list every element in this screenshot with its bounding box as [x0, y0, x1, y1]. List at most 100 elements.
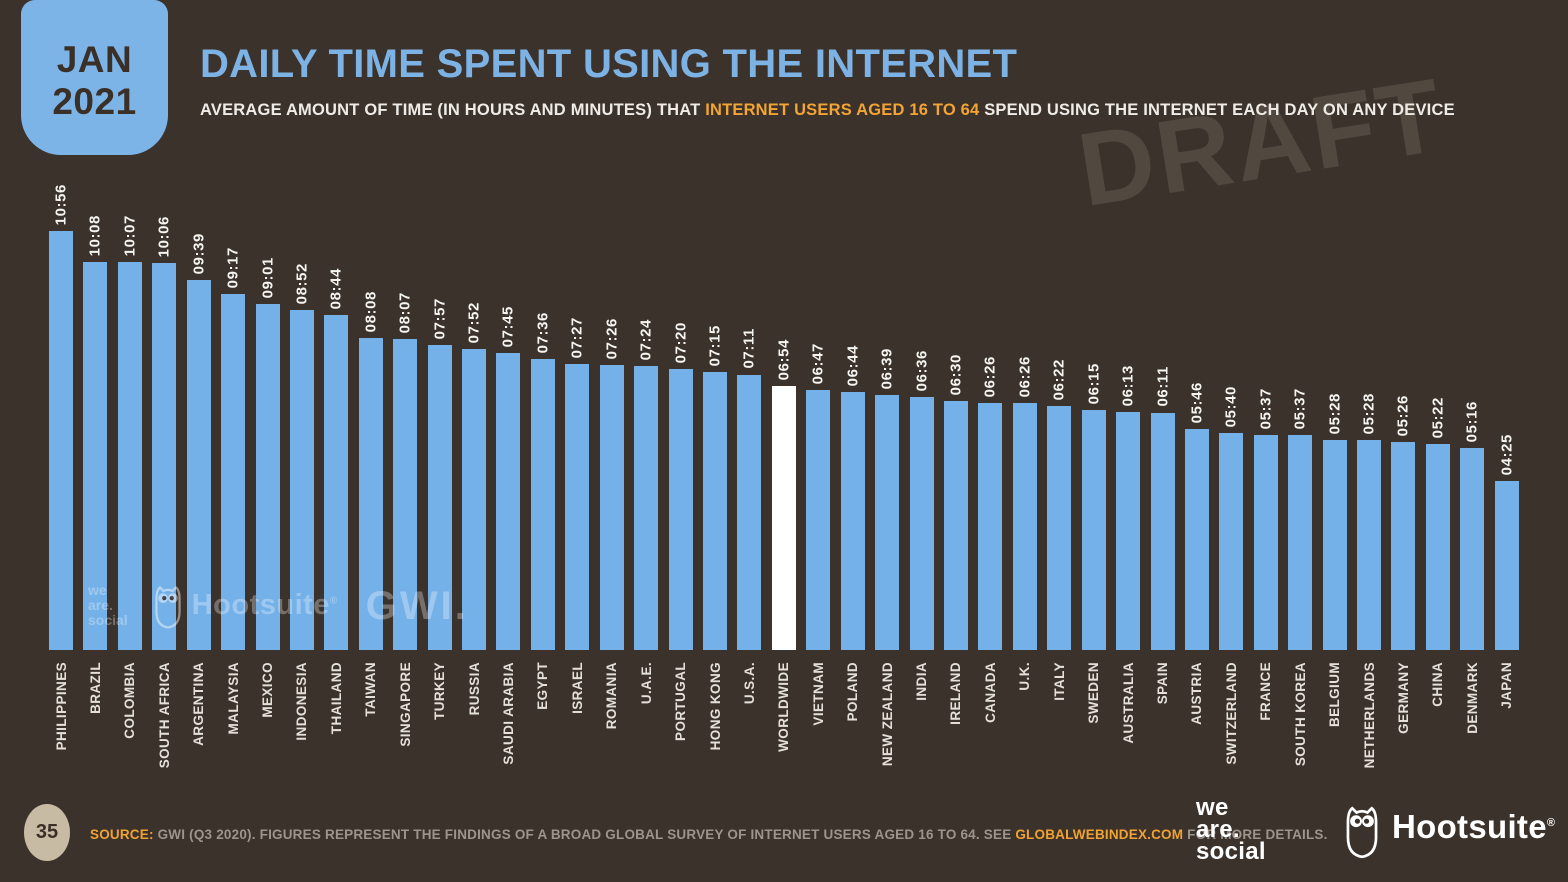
bar-value-label: 06:36	[913, 349, 931, 391]
category-label-column: INDIA	[910, 662, 934, 812]
bar-column: 07:45	[496, 180, 521, 650]
country-label: VIETNAM	[810, 662, 826, 726]
category-label-column: BRAZIL	[83, 662, 107, 812]
bar-chart: 10:56 10:08 10:07 10:06 09:39 09:17 09:01 08:52…	[49, 180, 1519, 650]
country-label: INDIA	[914, 662, 930, 701]
category-label-column: TAIWAN	[359, 662, 383, 812]
bar-column: 06:13	[1116, 180, 1141, 650]
category-label-column: IRELAND	[944, 662, 968, 812]
country-label: CANADA	[982, 662, 998, 723]
country-label: PORTUGAL	[673, 662, 689, 741]
bar-column: 10:06	[152, 180, 177, 650]
bar	[565, 364, 590, 650]
bar-value-label: 07:27	[568, 316, 586, 358]
bar-value-label: 06:22	[1050, 358, 1068, 400]
category-label-column: HONG KONG	[703, 662, 727, 812]
bar-value-label: 06:11	[1154, 366, 1171, 407]
country-label: TURKEY	[432, 662, 448, 720]
bar	[1219, 433, 1244, 650]
bar	[496, 353, 521, 650]
category-label-column: PHILIPPINES	[49, 662, 73, 812]
bar	[978, 403, 1003, 650]
source-link[interactable]: GLOBALWEBINDEX.COM	[1015, 827, 1184, 842]
category-label-column: INDONESIA	[290, 662, 314, 812]
bar	[1081, 410, 1106, 650]
bar-column: 09:01	[255, 180, 280, 650]
category-label-column: CANADA	[978, 662, 1002, 812]
country-label: ISRAEL	[569, 662, 585, 714]
bar-column: 09:39	[186, 180, 211, 650]
country-label: U.K.	[1017, 662, 1033, 691]
bar	[1391, 442, 1416, 650]
page-subtitle: AVERAGE AMOUNT OF TIME (IN HOURS AND MIN…	[200, 101, 1455, 120]
bar-column: 08:07	[393, 180, 418, 650]
country-label: NEW ZEALAND	[879, 662, 895, 767]
source-text-1: GWI (Q3 2020). FIGURES REPRESENT THE FIN…	[153, 827, 1016, 842]
page-number-badge: 35	[24, 804, 70, 861]
bar-value-label: 09:17	[224, 246, 242, 288]
source-label: SOURCE:	[90, 827, 154, 842]
bar	[1184, 429, 1209, 650]
bar	[840, 392, 865, 650]
country-label: CHINA	[1430, 662, 1446, 707]
bar-value-label: 06:47	[809, 342, 827, 384]
bar-column: 05:40	[1219, 180, 1244, 650]
bar-value-label: 10:56	[52, 183, 70, 225]
country-label: SINGAPORE	[397, 662, 413, 747]
bar-value-label: 10:06	[155, 215, 173, 257]
bar	[221, 294, 246, 650]
category-label-column: SWITZERLAND	[1219, 662, 1243, 812]
bar-value-label: 06:26	[1016, 355, 1034, 397]
country-label: EGYPT	[535, 662, 551, 710]
bar-column: 05:26	[1391, 180, 1416, 650]
bar	[289, 310, 314, 650]
bar-column: 06:26	[1012, 180, 1037, 650]
bar-column: 07:24	[634, 180, 659, 650]
bar	[152, 263, 177, 650]
country-label: WORLDWIDE	[776, 662, 792, 752]
bar-value-label: 07:36	[534, 311, 552, 353]
bar	[1047, 406, 1072, 650]
category-label-column: VIETNAM	[806, 662, 830, 812]
bar-value-label: 07:24	[637, 318, 655, 360]
bar	[875, 395, 900, 650]
bar-column: 06:54	[771, 180, 796, 650]
page-number: 35	[35, 821, 59, 843]
bar-column: 10:07	[117, 180, 142, 650]
category-label-column: ISRAEL	[565, 662, 589, 812]
bar	[358, 338, 383, 650]
bar	[634, 366, 659, 650]
bar-value-label: 05:28	[1326, 392, 1344, 434]
bar-chart-category-labels: PHILIPPINES BRAZIL COLOMBIA SOUTH AFRICA ARG…	[49, 662, 1519, 812]
hootsuite-logo-text: Hootsuite®	[1392, 808, 1555, 846]
category-label-column: FRANCE	[1254, 662, 1278, 812]
bar-column: 05:28	[1357, 180, 1382, 650]
bar	[909, 397, 934, 650]
category-label-column: BELGIUM	[1323, 662, 1347, 812]
bar-value-label: 09:39	[190, 232, 208, 274]
bar-value-label: 05:28	[1360, 392, 1378, 434]
country-label: SOUTH KOREA	[1292, 662, 1308, 767]
wearesocial-watermark: we are. social	[88, 583, 128, 628]
bar-value-label: 06:15	[1085, 362, 1103, 404]
bar-column: 06:36	[909, 180, 934, 650]
bar-value-label: 06:39	[878, 347, 896, 389]
bar-value-label: 05:16	[1463, 400, 1481, 442]
bar-column: 07:27	[565, 180, 590, 650]
bar-column: 06:39	[875, 180, 900, 650]
bar-value-label: 06:54	[775, 338, 793, 380]
country-label: SAUDI ARABIA	[500, 662, 516, 765]
bar-value-label: 09:01	[259, 256, 277, 298]
bar	[1253, 435, 1278, 650]
bar-column: 06:11	[1150, 180, 1175, 650]
category-label-column: NETHERLANDS	[1357, 662, 1381, 812]
category-label-column: EGYPT	[531, 662, 555, 812]
category-label-column: RUSSIA	[462, 662, 486, 812]
category-label-column: SPAIN	[1151, 662, 1175, 812]
wearesocial-watermark-line: we	[88, 582, 107, 598]
country-label: SPAIN	[1155, 662, 1170, 705]
bar	[427, 345, 452, 650]
bar-column: 06:30	[943, 180, 968, 650]
bar-value-label: 08:07	[396, 291, 414, 333]
